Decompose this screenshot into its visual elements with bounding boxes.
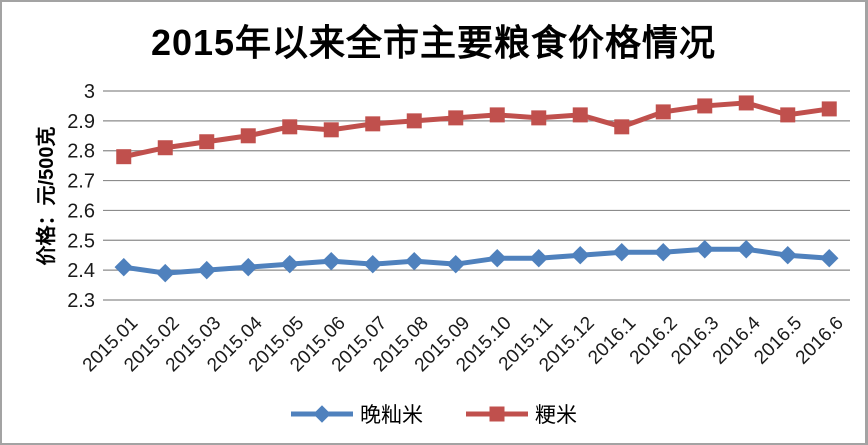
y-tick-label: 2.8 (67, 141, 95, 163)
data-point-marker (654, 243, 673, 262)
data-point-marker (323, 122, 339, 138)
data-point-marker (572, 107, 588, 123)
y-tick-label: 3 (84, 81, 95, 103)
data-point-marker (116, 149, 132, 165)
legend-item-late-indica-rice: 晚籼米 (290, 399, 423, 429)
data-point-marker (448, 110, 464, 126)
data-point-marker (738, 95, 754, 111)
data-point-marker (820, 248, 839, 268)
data-point-marker (612, 243, 631, 262)
data-point-marker (365, 116, 381, 132)
y-tick-label: 2.5 (67, 230, 95, 252)
data-point-marker (239, 257, 258, 277)
square-marker-icon (466, 406, 528, 422)
y-tick-label: 2.4 (67, 260, 95, 282)
data-point-marker (614, 119, 630, 135)
data-point-marker (199, 134, 215, 150)
data-point-marker (737, 240, 756, 259)
data-point-marker (778, 246, 797, 265)
data-point-marker (282, 119, 298, 135)
data-point-marker (488, 248, 507, 268)
data-point-marker (114, 257, 133, 277)
data-point-marker (529, 248, 548, 268)
data-point-marker (695, 240, 714, 259)
data-point-marker (157, 140, 173, 156)
data-point-marker (780, 107, 796, 123)
data-point-marker (322, 251, 341, 271)
legend: 晚籼米 粳米 (2, 399, 865, 429)
y-tick-label: 2.9 (67, 111, 95, 133)
data-point-marker (531, 110, 547, 126)
data-point-marker (697, 98, 713, 114)
legend-item-japonica-rice: 粳米 (465, 399, 577, 429)
data-point-marker (655, 104, 671, 120)
data-point-marker (405, 251, 424, 271)
data-point-marker (156, 263, 175, 283)
y-tick-label: 2.7 (67, 171, 95, 193)
data-point-marker (489, 107, 505, 123)
data-point-marker (240, 128, 256, 144)
x-tick-label: 2016.6 (792, 313, 848, 369)
data-point-marker (406, 113, 422, 129)
diamond-marker-icon (291, 405, 353, 423)
y-tick-label: 2.6 (67, 200, 95, 222)
y-tick-label: 2.3 (67, 290, 95, 312)
data-point-marker (280, 254, 299, 274)
data-point-marker (197, 260, 216, 280)
data-point-marker (446, 254, 465, 274)
data-point-marker (363, 254, 382, 274)
data-point-marker (821, 101, 837, 117)
series-line-square (123, 100, 830, 160)
legend-label: 粳米 (535, 404, 577, 427)
chart-title: 2015年以来全市主要粮食价格情况 (150, 22, 717, 63)
data-point-marker (571, 246, 590, 265)
legend-label: 晚籼米 (360, 404, 423, 427)
